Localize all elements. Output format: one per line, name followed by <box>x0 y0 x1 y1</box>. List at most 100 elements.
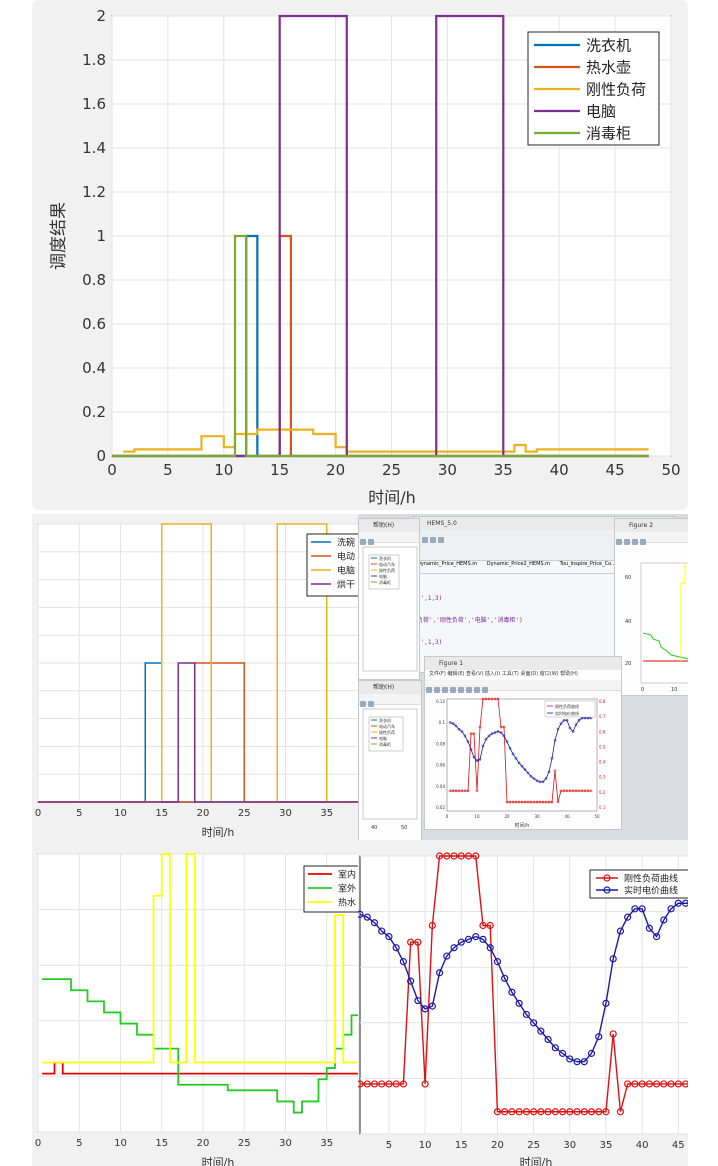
editor-tab[interactable]: Dynamic_Price2_HEMS.m <box>486 561 551 567</box>
mini-data-point <box>571 730 575 733</box>
bottom-right-x-axis-label: 时间/h <box>520 1156 553 1166</box>
top-chart: 0 5 10 15 20 25 30 35 40 45 50 0 0.2 0.4 0.6 0.8 1 1.2 1.4… <box>49 7 681 507</box>
mini-data-point <box>571 789 575 793</box>
mini-data-point <box>550 800 554 804</box>
x-tick-label: 30 <box>279 1138 292 1149</box>
mini-y-tick-right: 0.5 <box>599 744 606 749</box>
data-point <box>414 996 422 1005</box>
mini-data-point <box>487 734 491 738</box>
x-tick-label: 25 <box>382 461 401 479</box>
mini-data-point <box>544 777 548 780</box>
data-point <box>464 935 473 944</box>
legend-label: 消毒柜 <box>586 125 631 143</box>
data-point <box>399 958 408 966</box>
mini-data-point <box>478 725 482 729</box>
left-figure-toolbar <box>359 532 419 545</box>
x-tick-label: 20 <box>197 1138 210 1149</box>
mini-data-point <box>490 697 494 701</box>
data-point <box>537 1027 545 1035</box>
figure1-menu[interactable]: 文件(F) 编辑(E) 查看(V) 插入(I) 工具(T) 桌面(D) 窗口(W… <box>429 671 578 677</box>
data-point <box>450 944 458 952</box>
data-point <box>558 1108 567 1116</box>
figure2-y-tick: 20 <box>625 661 631 667</box>
legend-label: 刚性负荷曲线 <box>624 872 678 884</box>
editor-tabs[interactable]: Dynamic_Price_HEMS.m Dynamic_Price2_HEMS… <box>413 561 673 574</box>
mini-data-point <box>553 739 557 742</box>
mini-data-point <box>496 697 500 701</box>
data-point <box>645 924 653 932</box>
data-point <box>378 1080 386 1088</box>
editor-tab[interactable]: Tou_Inspire_Price_Co... <box>559 561 616 567</box>
data-point <box>674 1080 682 1088</box>
data-point <box>358 1080 364 1088</box>
top-chart-panel: 0 5 10 15 20 25 30 35 40 45 50 0 0.2 0.4 0.6 0.8 1 1.2 1.4… <box>32 0 688 510</box>
data-point <box>674 899 682 907</box>
bottom-right-chart-panel: 5 10 15 20 25 30 35 40 45 刚性负荷曲线 实时电价曲线 时间/h <box>358 840 688 1166</box>
left-figure-plot: 洗衣机 电动汽车 刚性负荷 电脑 消毒柜 <box>362 546 418 672</box>
legend-label: 室内 <box>338 868 356 880</box>
data-point <box>681 899 688 907</box>
data-point <box>573 1058 581 1066</box>
top-y-axis-label: 调度结果 <box>49 202 69 270</box>
mini-data-point <box>577 718 581 722</box>
y-tick-label: 1.4 <box>82 139 106 157</box>
data-point <box>486 944 494 952</box>
legend-label: 室外 <box>338 882 356 894</box>
left-figure-legend-label: 消毒柜 <box>379 579 391 585</box>
mini-data-point <box>484 737 488 741</box>
mini-data-point <box>448 721 452 724</box>
figure2-window: Figure 2 60 40 20 0 10 <box>614 518 688 696</box>
x-tick-label: 25 <box>238 1138 251 1149</box>
data-point <box>472 852 480 860</box>
mini-data-point <box>451 722 455 725</box>
legend-label: 洗碗 <box>337 536 355 548</box>
mini-x-tick: 20 <box>504 814 510 819</box>
data-point <box>392 1080 400 1088</box>
x-tick-label: 30 <box>563 1140 576 1151</box>
x-tick-label: 40 <box>550 461 569 479</box>
data-point <box>501 1108 509 1116</box>
y-tick-label: 0.2 <box>82 403 106 421</box>
mini-data-point <box>544 800 548 804</box>
y-tick-label: 0.4 <box>82 359 106 377</box>
mini-data-point <box>463 789 467 793</box>
data-point <box>407 977 415 985</box>
mini-y-tick-left: 0.12 <box>436 699 445 704</box>
data-point <box>370 1080 379 1088</box>
mini-data-point <box>535 800 539 804</box>
mini-data-point <box>481 744 485 748</box>
x-tick-label: 10 <box>114 1138 127 1149</box>
data-point <box>486 921 494 930</box>
mini-data-point <box>583 789 587 793</box>
data-point <box>363 1080 371 1088</box>
mini-data-point <box>487 697 491 701</box>
left-lower-figure-toolbar <box>359 694 421 707</box>
x-tick-label: 20 <box>326 461 345 479</box>
data-point <box>363 913 371 921</box>
mini-data-point <box>454 724 458 728</box>
bottom-left-x-axis-label: 时间/h <box>202 1156 235 1166</box>
top-x-axis-label: 时间/h <box>368 488 416 507</box>
data-point <box>652 1080 661 1088</box>
mini-data-point <box>532 777 536 780</box>
mini-data-point <box>508 746 512 750</box>
mini-data-point <box>475 789 479 793</box>
left-lower-figure-window: 帮助(H) 洗衣机 电动汽车 刚性负荷 电脑 消毒柜 40 50 <box>358 680 422 840</box>
code-line: (',1,3) <box>417 595 443 602</box>
data-point <box>558 1049 567 1057</box>
mini-data-point <box>523 768 527 771</box>
mini-data-point <box>499 725 503 729</box>
data-point <box>435 852 444 860</box>
mini-data-point <box>535 779 539 783</box>
editor-tab[interactable]: Dynamic_Price_HEMS.m <box>417 561 478 567</box>
mini-y-tick-right: 0.8 <box>599 699 606 704</box>
mini-data-point <box>520 800 524 804</box>
mini-data-point <box>541 800 545 804</box>
mini-y-tick-right: 0.3 <box>599 775 606 780</box>
series-line <box>360 855 688 1113</box>
legend-label: 实时电价曲线 <box>624 884 678 896</box>
left-lower-legend-label: 洗衣机 <box>379 717 391 723</box>
mini-data-point <box>457 727 461 731</box>
